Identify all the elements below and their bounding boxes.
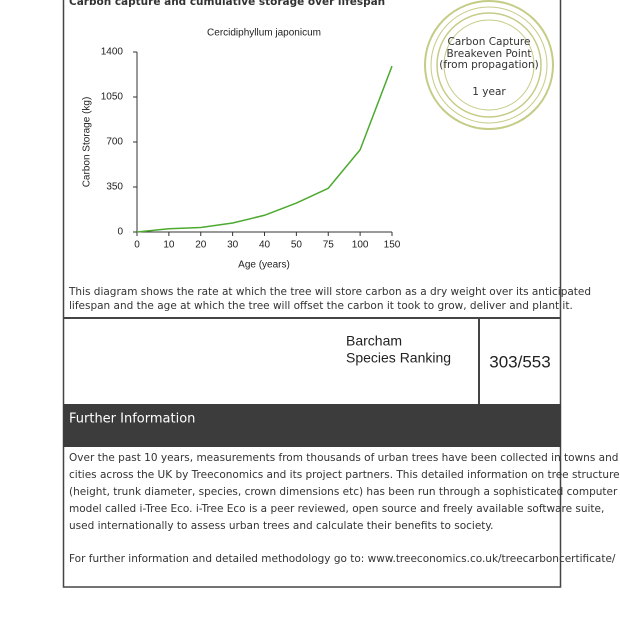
chart: Cercidiphyllum japonicum Age (years) Car… <box>82 28 392 271</box>
description: This diagram shows the rate at which the… <box>68 286 591 298</box>
x-tick-label: 30 <box>227 240 239 251</box>
y-tick-label: 1400 <box>101 47 124 58</box>
badge-line: Breakeven Point <box>446 48 531 60</box>
badge <box>424 0 554 130</box>
info-text: used internationally to assess urban tre… <box>69 520 493 532</box>
x-tick-label: 100 <box>352 240 369 251</box>
badge-line: Carbon Capture <box>448 36 531 48</box>
y-axis-label: Carbon Storage (kg) <box>82 97 93 188</box>
info-text: Over the past 10 years, measurements fro… <box>69 452 618 464</box>
x-axis-label: Age (years) <box>238 260 290 271</box>
x-tick-label: 40 <box>259 240 271 251</box>
info-text: model called i-Tree Eco. i-Tree Eco is a… <box>69 503 604 515</box>
chart-title: Cercidiphyllum japonicum <box>207 28 321 39</box>
info-title: Further Information <box>69 412 195 427</box>
y-tick-label: 0 <box>117 227 123 238</box>
info-text: (height, trunk diameter, species, crown … <box>69 486 618 498</box>
x-tick-label: 20 <box>195 240 207 251</box>
ranking-value: 303/553 <box>489 352 550 371</box>
y-tick-label: 350 <box>106 182 123 193</box>
frame <box>62 0 562 588</box>
ranking-label: Barcham <box>346 333 402 349</box>
x-tick-label: 0 <box>134 240 140 251</box>
section-title: Carbon capture and cumulative storage ov… <box>69 0 385 8</box>
info-text: For further information and detailed met… <box>69 553 616 565</box>
x-tick-label: 75 <box>323 240 335 251</box>
x-tick-label: 150 <box>384 240 401 251</box>
y-tick-label: 1050 <box>101 92 124 103</box>
info-bar <box>63 404 561 447</box>
info-text: cities across the UK by Treeconomics and… <box>69 469 620 481</box>
badge-value: 1 year <box>472 86 506 98</box>
line <box>136 65 393 233</box>
x-tick-label: 50 <box>291 240 303 251</box>
badge-line: (from propagation) <box>439 59 538 71</box>
y-tick-label: 700 <box>106 137 123 148</box>
ranking-label: Species Ranking <box>346 350 451 366</box>
x-tick-label: 10 <box>163 240 175 251</box>
description: lifespan and the age at which the tree w… <box>69 300 573 312</box>
